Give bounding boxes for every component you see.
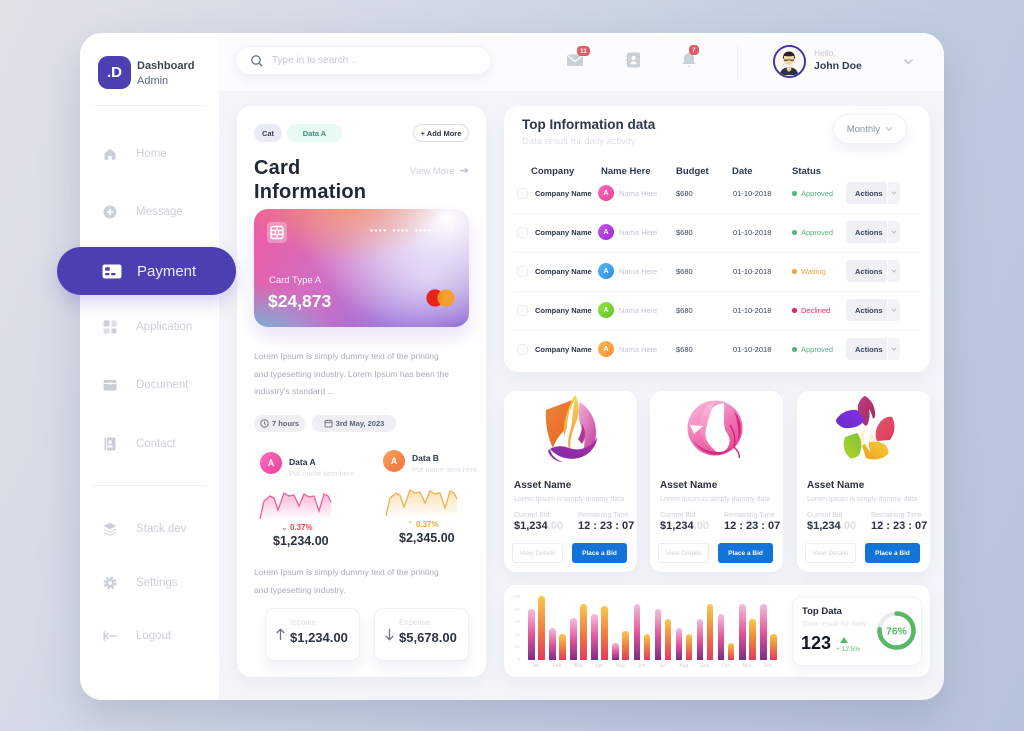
svg-text:76%: 76% xyxy=(886,626,908,638)
